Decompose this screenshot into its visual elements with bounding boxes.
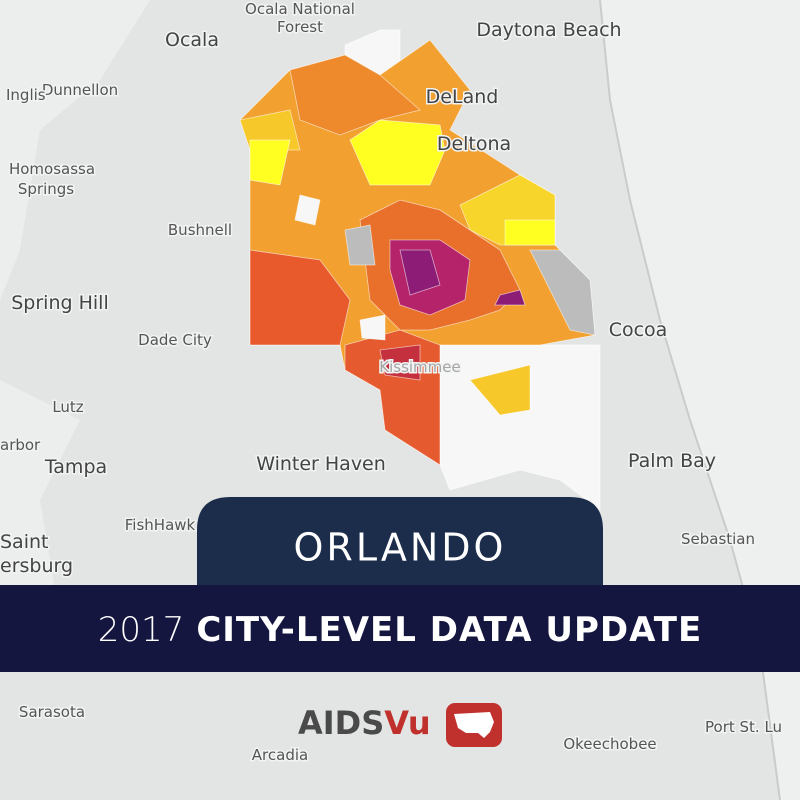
region <box>529 249 596 336</box>
place-label: Deltona <box>437 133 511 155</box>
place-label: Palm Bay <box>628 450 716 472</box>
place-label: Sarasota <box>19 703 85 721</box>
region <box>344 224 376 266</box>
place-label: Homosassa <box>9 160 95 178</box>
place-label: Bushnell <box>168 221 232 239</box>
gulf <box>0 0 150 300</box>
region <box>504 219 556 246</box>
place-label: Kissimmee <box>379 358 460 376</box>
place-label: Dade City <box>138 331 212 349</box>
place-label: Springs <box>18 180 74 198</box>
logo: AIDSVu <box>298 703 502 747</box>
region <box>294 194 321 226</box>
place-label: Inglis <box>6 86 46 104</box>
city-tab <box>197 497 603 585</box>
region <box>249 139 291 186</box>
place-label: Tampa <box>44 456 107 478</box>
place-label: Winter Haven <box>256 453 386 475</box>
region <box>494 289 526 306</box>
logo-text: AIDSVu <box>298 704 431 742</box>
logo-left: AIDS <box>298 704 384 742</box>
place-label: Daytona Beach <box>476 19 621 41</box>
place-label: Cocoa <box>609 319 668 341</box>
logo-map-icon <box>454 712 494 738</box>
place-label: FishHawk <box>125 516 196 534</box>
headline-bar <box>0 585 800 672</box>
choropleth <box>239 29 601 511</box>
place-label: Okeechobee <box>563 735 656 753</box>
place-label: Ocala <box>165 29 219 51</box>
place-label: ersburg <box>0 555 73 577</box>
place-label: Spring Hill <box>11 292 108 314</box>
place-label: Sebastian <box>681 530 755 548</box>
logo-right: Vu <box>384 704 430 742</box>
place-label: Port St. Lu <box>705 718 782 736</box>
headline-text: CITY-LEVEL DATA UPDATE <box>196 610 702 650</box>
place-labels: Ocala National Forest Ocala Daytona Beac… <box>0 0 784 766</box>
headline: 2017 CITY-LEVEL DATA UPDATE <box>98 610 702 650</box>
region <box>249 249 351 346</box>
region <box>359 314 386 341</box>
place-label: arbor <box>0 436 41 454</box>
year: 2017 <box>98 610 185 650</box>
city-name: ORLANDO <box>294 526 507 570</box>
place-label: DeLand <box>426 86 499 108</box>
place-label: Lutz <box>52 398 83 416</box>
region <box>399 249 441 296</box>
place-label: Ocala National <box>245 0 355 18</box>
place-label: Dunnellon <box>42 81 118 99</box>
gulf <box>0 380 80 640</box>
region <box>469 364 531 416</box>
place-label: Arcadia <box>252 746 308 764</box>
region <box>289 54 421 136</box>
place-label: Saint <box>0 531 48 553</box>
place-label: Forest <box>277 18 323 36</box>
region <box>379 344 421 381</box>
